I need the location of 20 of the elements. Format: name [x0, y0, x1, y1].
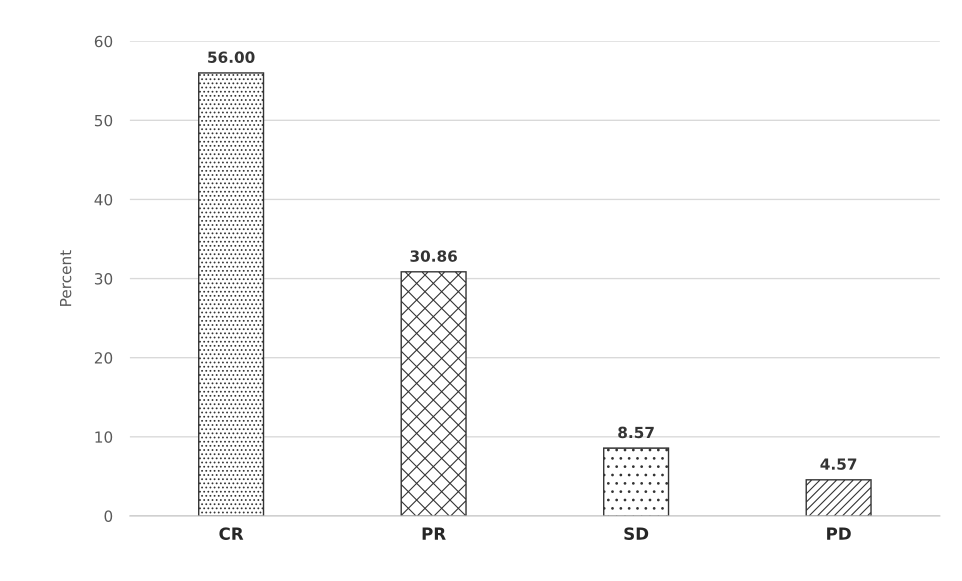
x-tick-label: PR	[422, 528, 446, 540]
data-label: 56.00	[208, 51, 255, 63]
bar	[400, 271, 467, 516]
y-tick-label: 40	[94, 194, 112, 206]
bar	[806, 479, 872, 516]
data-label: 4.57	[820, 458, 856, 470]
data-label: 8.57	[618, 426, 654, 438]
data-label: 30.86	[410, 250, 457, 262]
x-tick-label: PD	[827, 528, 851, 540]
bar	[603, 447, 670, 516]
y-tick-label: 20	[94, 352, 112, 364]
y-tick-label: 10	[95, 431, 112, 443]
y-tick-label: 50	[94, 114, 112, 126]
y-axis-title: Percent	[60, 250, 72, 306]
x-tick-label: SD	[624, 527, 648, 540]
y-tick-label: 60	[94, 36, 112, 48]
bar	[198, 72, 264, 516]
y-tick-label: 0	[104, 510, 112, 522]
x-tick-label: CR	[219, 527, 244, 540]
y-tick-label: 30	[94, 273, 112, 285]
